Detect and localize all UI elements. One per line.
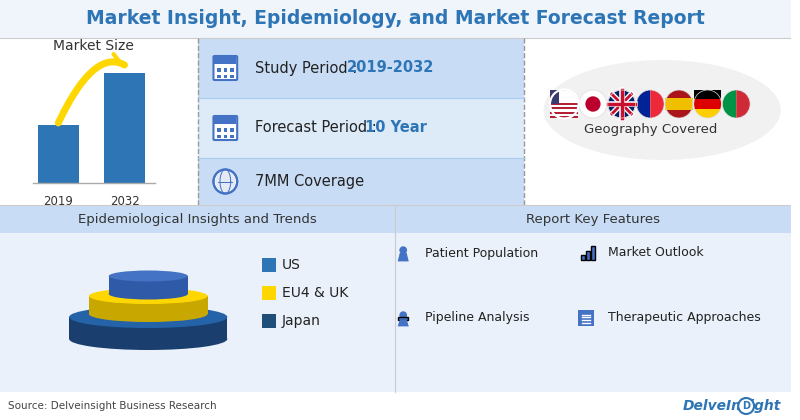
Text: D: D [742, 401, 750, 411]
Bar [550, 116, 578, 118]
FancyBboxPatch shape [223, 68, 227, 72]
FancyBboxPatch shape [198, 98, 524, 158]
FancyBboxPatch shape [230, 68, 234, 72]
Ellipse shape [543, 60, 781, 160]
Circle shape [722, 90, 750, 118]
Text: 2032: 2032 [110, 195, 139, 208]
Text: Geography Covered: Geography Covered [584, 123, 717, 136]
Circle shape [579, 90, 607, 118]
Text: Patient Population: Patient Population [425, 247, 538, 260]
FancyBboxPatch shape [217, 134, 221, 138]
FancyBboxPatch shape [217, 75, 221, 78]
FancyBboxPatch shape [0, 0, 790, 38]
Text: Market Outlook: Market Outlook [608, 247, 703, 260]
Wedge shape [736, 90, 750, 118]
Text: Market Size: Market Size [54, 39, 134, 53]
FancyBboxPatch shape [582, 255, 585, 260]
Circle shape [215, 171, 235, 192]
Circle shape [550, 90, 578, 118]
Text: Forecast Period :: Forecast Period : [255, 121, 382, 136]
Wedge shape [722, 90, 736, 118]
Circle shape [665, 90, 693, 118]
Text: Study Period :: Study Period : [255, 60, 362, 76]
FancyBboxPatch shape [262, 314, 276, 328]
Bar [694, 90, 722, 104]
Wedge shape [637, 90, 650, 118]
Text: Therapeutic Approaches: Therapeutic Approaches [608, 312, 761, 325]
FancyBboxPatch shape [398, 317, 408, 320]
Ellipse shape [89, 288, 207, 304]
FancyBboxPatch shape [262, 258, 276, 272]
FancyBboxPatch shape [578, 310, 594, 326]
Circle shape [694, 90, 722, 118]
Text: 7MM Coverage: 7MM Coverage [255, 174, 364, 189]
Bar [550, 103, 578, 105]
FancyBboxPatch shape [230, 75, 234, 78]
Bar [665, 98, 693, 110]
Text: Source: Delveinsight Business Research: Source: Delveinsight Business Research [8, 401, 217, 411]
Circle shape [399, 246, 407, 254]
FancyBboxPatch shape [395, 205, 790, 392]
FancyBboxPatch shape [214, 57, 236, 63]
FancyBboxPatch shape [214, 117, 236, 123]
FancyBboxPatch shape [198, 158, 524, 205]
FancyBboxPatch shape [524, 38, 790, 205]
Wedge shape [650, 90, 664, 118]
Circle shape [214, 170, 237, 194]
FancyBboxPatch shape [230, 134, 234, 138]
FancyBboxPatch shape [223, 129, 227, 132]
Circle shape [738, 398, 754, 414]
Text: DelveInsight: DelveInsight [682, 399, 781, 413]
Ellipse shape [69, 328, 227, 350]
FancyBboxPatch shape [0, 205, 395, 233]
Circle shape [637, 90, 664, 118]
Text: 10 Year: 10 Year [366, 121, 427, 136]
Bar [694, 100, 722, 109]
FancyBboxPatch shape [214, 116, 237, 140]
FancyBboxPatch shape [591, 246, 594, 260]
Circle shape [586, 96, 601, 112]
FancyBboxPatch shape [198, 38, 524, 98]
Text: 2019: 2019 [43, 195, 74, 208]
FancyBboxPatch shape [109, 276, 188, 294]
FancyBboxPatch shape [217, 68, 221, 72]
Ellipse shape [109, 289, 188, 299]
Text: Japan: Japan [282, 314, 321, 328]
Text: Report Key Features: Report Key Features [526, 213, 660, 226]
FancyBboxPatch shape [38, 125, 79, 183]
FancyBboxPatch shape [217, 129, 221, 132]
Circle shape [608, 90, 635, 118]
FancyBboxPatch shape [0, 205, 395, 392]
Ellipse shape [109, 270, 188, 281]
Polygon shape [398, 319, 409, 326]
Text: 2019-2032: 2019-2032 [347, 60, 434, 76]
Text: Market Insight, Epidemiology, and Market Forecast Report: Market Insight, Epidemiology, and Market… [86, 10, 705, 29]
Bar [550, 107, 578, 109]
FancyBboxPatch shape [395, 205, 790, 233]
Bar [550, 112, 578, 114]
Polygon shape [398, 253, 409, 261]
FancyBboxPatch shape [89, 296, 207, 314]
FancyBboxPatch shape [223, 75, 227, 78]
Text: EU4 & UK: EU4 & UK [282, 286, 348, 300]
Circle shape [399, 311, 407, 319]
FancyBboxPatch shape [104, 73, 146, 183]
FancyBboxPatch shape [230, 129, 234, 132]
FancyBboxPatch shape [586, 251, 590, 260]
Bar [550, 90, 558, 104]
FancyBboxPatch shape [262, 286, 276, 300]
FancyBboxPatch shape [69, 317, 227, 339]
Ellipse shape [89, 306, 207, 322]
FancyBboxPatch shape [223, 134, 227, 138]
Text: Pipeline Analysis: Pipeline Analysis [425, 312, 530, 325]
FancyBboxPatch shape [214, 56, 237, 80]
Text: US: US [282, 258, 301, 272]
Ellipse shape [69, 306, 227, 328]
Text: Epidemiological Insights and Trends: Epidemiological Insights and Trends [78, 213, 317, 226]
